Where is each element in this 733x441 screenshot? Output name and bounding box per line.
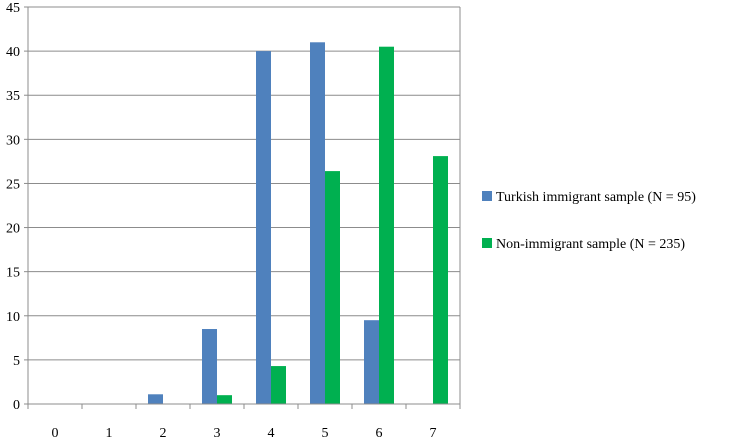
x-tick-label: 7: [430, 426, 437, 441]
x-tick-label: 3: [214, 426, 221, 441]
y-tick-label: 40: [6, 45, 20, 60]
legend-label: Turkish immigrant sample (N = 95): [496, 190, 696, 205]
y-tick-label: 0: [13, 398, 20, 413]
bar-non-immigrant-3: [217, 395, 232, 404]
x-tick-label: 1: [106, 426, 113, 441]
bars: [148, 42, 448, 405]
x-tick-label: 2: [160, 426, 167, 441]
bar-turkish-4: [256, 51, 271, 404]
x-tick-label: 0: [52, 426, 59, 441]
x-tick-label: 5: [322, 426, 329, 441]
y-tick-label: 10: [6, 310, 20, 325]
y-tick-label: 30: [6, 133, 20, 148]
legend: Turkish immigrant sample (N = 95) Non-imm…: [482, 190, 696, 252]
bar-turkish-2: [148, 394, 163, 404]
y-tick-label: 15: [6, 266, 20, 281]
x-tick-label: 6: [376, 426, 383, 441]
legend-label: Non-immigrant sample (N = 235): [496, 237, 685, 252]
y-tick-label: 20: [6, 222, 20, 237]
axes: [24, 6, 461, 409]
y-axis-ticks: 0 5 10 15 20 25 30 35 40 45: [6, 1, 20, 413]
x-axis-ticks: 0 1 2 3 4 5 6 7: [52, 426, 437, 441]
bar-turkish-5: [310, 42, 325, 405]
y-tick-label: 5: [13, 354, 20, 369]
y-tick-label: 25: [6, 177, 20, 192]
bar-non-immigrant-7: [433, 156, 448, 404]
bar-non-immigrant-5: [325, 171, 340, 404]
bar-turkish-3: [202, 329, 217, 404]
bar-turkish-6: [364, 320, 379, 404]
x-tick-label: 4: [268, 426, 275, 441]
bar-non-immigrant-6: [379, 46, 394, 404]
gridlines: [28, 6, 460, 361]
legend-swatch: [482, 238, 492, 248]
legend-swatch: [482, 191, 492, 201]
y-tick-label: 45: [6, 1, 20, 16]
bar-non-immigrant-4: [271, 366, 286, 404]
y-tick-label: 35: [6, 89, 20, 104]
